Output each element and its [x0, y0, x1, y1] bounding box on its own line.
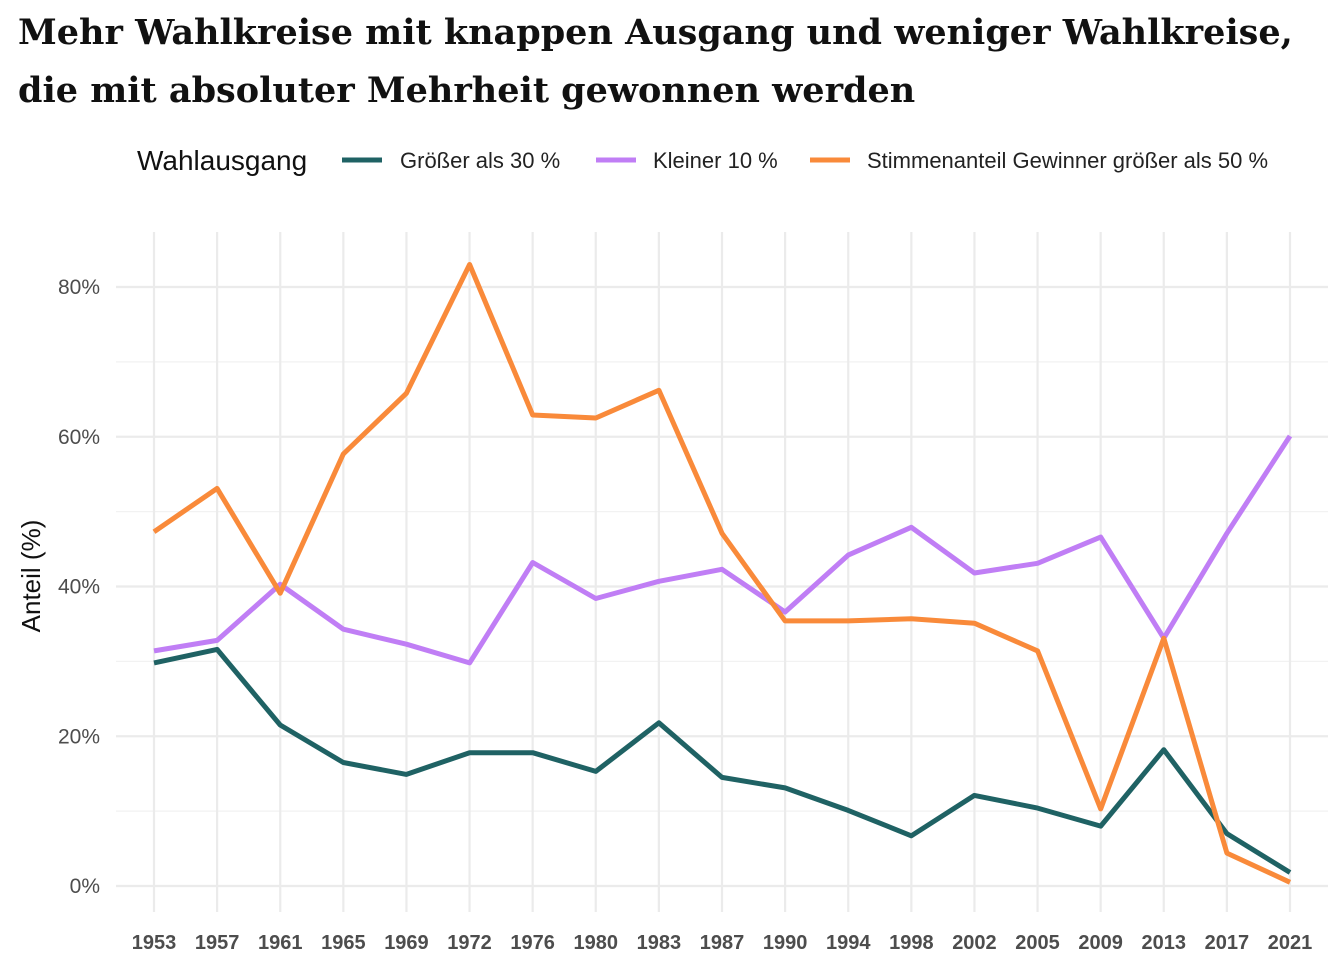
x-tick-label: 1976: [510, 932, 555, 954]
x-tick-label: 1953: [132, 932, 177, 954]
legend-label: Stimmenanteil Gewinner größer als 50 %: [867, 148, 1268, 173]
x-tick-label: 1994: [826, 932, 871, 954]
series-layer: [152, 262, 1293, 885]
x-tick-label: 1980: [574, 932, 619, 954]
legend-label: Größer als 30 %: [400, 148, 560, 173]
legend: Wahlausgang Größer als 30 % Kleiner 10 % S…: [137, 145, 1268, 176]
x-tick-label: 2009: [1078, 932, 1123, 954]
x-tick-label: 2021: [1268, 932, 1313, 954]
x-tick-label: 1990: [763, 932, 808, 954]
x-tick-label: 1965: [321, 932, 366, 954]
axes: Anteil (%) 0% 20% 40% 60% 80% 1953 1957 1961 196…: [16, 276, 1312, 954]
y-tick-label: 20%: [58, 725, 100, 748]
x-tick-label: 1957: [195, 932, 240, 954]
y-axis-title: Anteil (%): [16, 520, 46, 633]
legend-title: Wahlausgang: [137, 145, 307, 176]
x-tick-label: 2002: [952, 932, 997, 954]
x-tick-label: 1972: [447, 932, 492, 954]
x-tick-label: 1969: [384, 932, 429, 954]
y-tick-label: 40%: [58, 576, 100, 599]
x-tick-label: 1983: [637, 932, 682, 954]
y-tick-label: 80%: [58, 276, 100, 299]
series-line-gr-er-als-30: [153, 646, 1292, 875]
x-tick-label: 1987: [700, 932, 745, 954]
series-line-kleiner-10: [153, 434, 1293, 666]
x-tick-label: 1998: [889, 932, 934, 954]
chart-title-line-2: die mit absoluter Mehrheit gewonnen werd…: [18, 70, 916, 111]
series-line-stimmenanteil-gewinner-gr-er-als-50: [152, 262, 1292, 885]
legend-label: Kleiner 10 %: [653, 148, 778, 173]
chart-title: Mehr Wahlkreise mit knappen Ausgang und …: [18, 4, 1338, 120]
y-tick-label: 60%: [58, 426, 100, 449]
y-tick-label: 0%: [70, 875, 100, 898]
chart-title-line-1: Mehr Wahlkreise mit knappen Ausgang und …: [18, 12, 1293, 53]
x-tick-label: 2017: [1205, 932, 1250, 954]
x-tick-label: 1961: [258, 932, 303, 954]
x-tick-label: 2013: [1142, 932, 1187, 954]
x-tick-label: 2005: [1015, 932, 1060, 954]
